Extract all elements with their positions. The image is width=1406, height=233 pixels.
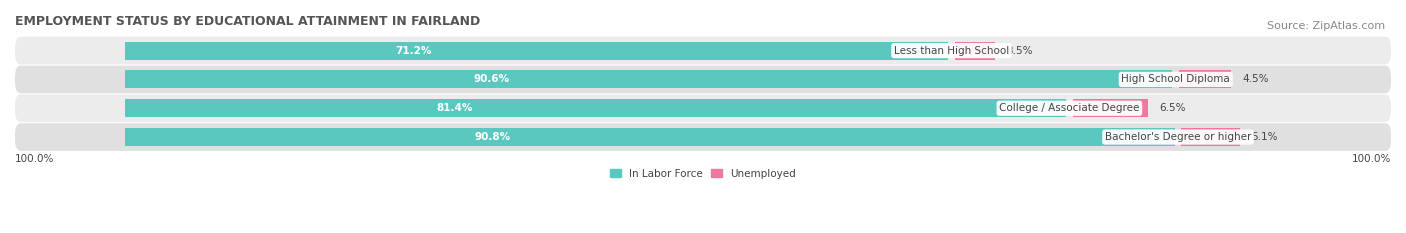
Text: 6.5%: 6.5% [1159,103,1185,113]
Text: 81.4%: 81.4% [436,103,472,113]
FancyBboxPatch shape [15,37,1391,65]
Bar [125,42,948,60]
FancyBboxPatch shape [15,66,1391,93]
Text: 3.5%: 3.5% [1007,46,1033,56]
Text: College / Associate Degree: College / Associate Degree [1000,103,1139,113]
Text: 100.0%: 100.0% [15,154,55,164]
Text: 5.1%: 5.1% [1251,132,1278,142]
FancyBboxPatch shape [15,123,1391,151]
Text: 71.2%: 71.2% [395,46,432,56]
Bar [1180,71,1232,88]
Text: 4.5%: 4.5% [1241,74,1268,84]
Bar [1181,128,1240,146]
FancyBboxPatch shape [15,94,1391,122]
Text: EMPLOYMENT STATUS BY EDUCATIONAL ATTAINMENT IN FAIRLAND: EMPLOYMENT STATUS BY EDUCATIONAL ATTAINM… [15,15,481,28]
Text: 100.0%: 100.0% [1351,154,1391,164]
Bar [125,71,1173,88]
Legend: In Labor Force, Unemployed: In Labor Force, Unemployed [606,165,800,183]
Text: 90.8%: 90.8% [474,132,510,142]
Bar [955,42,995,60]
Text: Bachelor's Degree or higher: Bachelor's Degree or higher [1105,132,1251,142]
Text: High School Diploma: High School Diploma [1122,74,1230,84]
Bar [125,128,1174,146]
Text: Less than High School: Less than High School [894,46,1010,56]
Text: 90.6%: 90.6% [474,74,509,84]
Text: Source: ZipAtlas.com: Source: ZipAtlas.com [1267,21,1385,31]
Bar [1073,99,1147,117]
Bar [125,99,1066,117]
